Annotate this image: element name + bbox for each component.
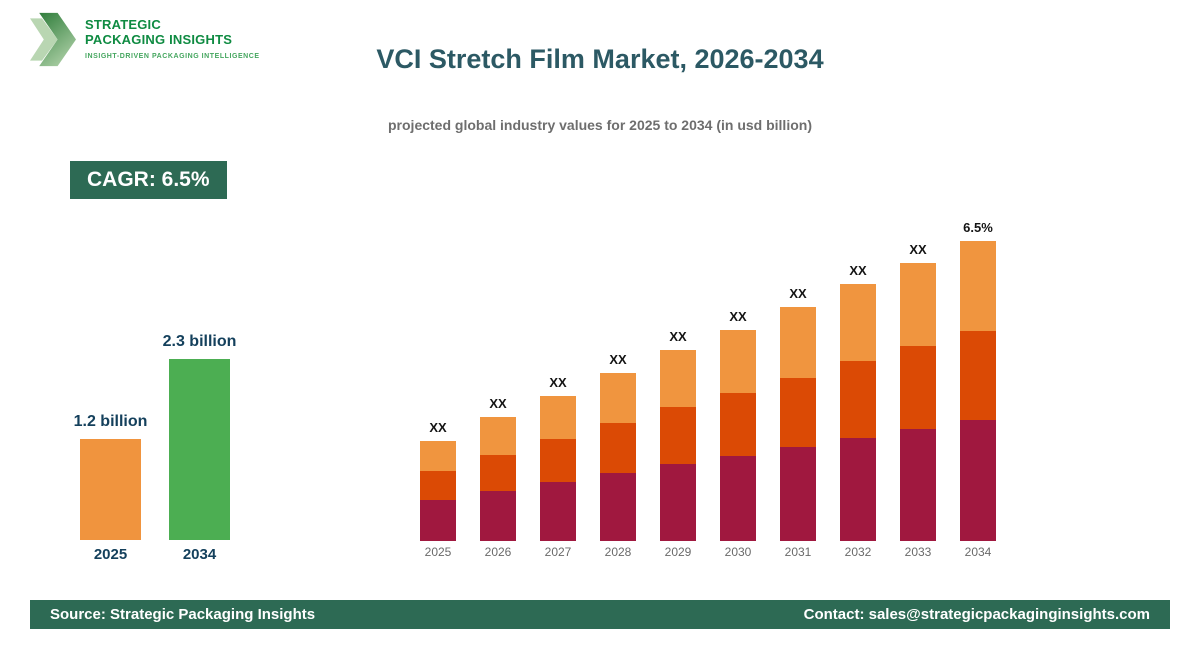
- stacked-bar-2028-segment-bottom: [600, 473, 636, 541]
- stacked-bar-2027-segment-bottom: [540, 482, 576, 541]
- stacked-bar-column-2027: XX 2027: [540, 375, 576, 559]
- page-subtitle: projected global industry values for 202…: [388, 117, 812, 133]
- stacked-bar-value-label-2031: XX: [789, 286, 807, 301]
- stacked-bar-column-2030: XX 2030: [720, 309, 756, 559]
- stacked-bar-year-label-2034: 2034: [964, 545, 992, 559]
- stacked-bar-column-2034: 6.5% 2034: [960, 220, 996, 559]
- mini-bar-2025: [80, 439, 141, 540]
- stacked-bar-2028-segment-top: [600, 373, 636, 423]
- footer-bar: Source: Strategic Packaging Insights Con…: [30, 600, 1170, 629]
- stacked-bar-year-label-2027: 2027: [544, 545, 572, 559]
- stacked-bar-column-2033: XX 2033: [900, 242, 936, 559]
- stacked-bar-2025-segment-top: [420, 441, 456, 471]
- stacked-bar-value-label-2029: XX: [669, 329, 687, 344]
- stacked-bar-2033-segment-top: [900, 263, 936, 346]
- stacked-bar-year-label-2033: 2033: [904, 545, 932, 559]
- stacked-bar-column-2026: XX 2026: [480, 396, 516, 559]
- stacked-bar-2030-segment-bottom: [720, 456, 756, 541]
- mini-bar-year-label-2034: 2034: [182, 546, 217, 563]
- mini-bar-column-2034: 2.3 billion 2034: [163, 333, 237, 564]
- logo-line-1: STRATEGIC: [85, 17, 161, 32]
- footer-source: Source: Strategic Packaging Insights: [50, 606, 316, 623]
- logo-chevron-icon: [30, 12, 76, 67]
- stacked-bar-year-label-2030: 2030: [724, 545, 752, 559]
- page-title: VCI Stretch Film Market, 2026-2034: [376, 44, 824, 74]
- stacked-bar-value-label-2025: XX: [429, 420, 447, 435]
- stacked-bar-2027-segment-middle: [540, 439, 576, 482]
- stacked-bar-2034-segment-bottom: [960, 420, 996, 541]
- stacked-bar-value-label-2033: XX: [909, 242, 927, 257]
- stacked-bar-2028-segment-middle: [600, 423, 636, 473]
- stacked-bar-2029-segment-middle: [660, 407, 696, 464]
- yearly-stacked-chart: XX 2025 XX 2026 XX 2027 XX 2028 XX 2029 XX 2030 XX 20…: [420, 220, 996, 559]
- stacked-bar-year-label-2028: 2028: [604, 545, 632, 559]
- logo-line-2: PACKAGING INSIGHTS: [85, 31, 233, 47]
- stacked-bar-value-label-2032: XX: [849, 263, 867, 278]
- stacked-bar-2032-segment-top: [840, 284, 876, 361]
- stacked-bar-year-label-2031: 2031: [784, 545, 812, 559]
- stacked-bar-column-2028: XX 2028: [600, 352, 636, 559]
- stacked-bar-column-2025: XX 2025: [420, 420, 456, 559]
- stacked-bar-2029-segment-top: [660, 350, 696, 407]
- stacked-bar-year-label-2026: 2026: [484, 545, 512, 559]
- stacked-bar-2034-segment-top: [960, 241, 996, 331]
- growth-summary-chart: 1.2 billion 2025 2.3 billion 2034: [74, 333, 237, 564]
- stacked-bar-2031-segment-top: [780, 307, 816, 378]
- mini-bar-value-label-2034: 2.3 billion: [162, 333, 237, 350]
- stacked-bar-2033-segment-bottom: [900, 429, 936, 541]
- stacked-bar-value-label-2028: XX: [609, 352, 627, 367]
- stacked-bar-2027-segment-top: [540, 396, 576, 439]
- stacked-bar-2026-segment-top: [480, 417, 516, 455]
- stacked-bar-2032-segment-middle: [840, 361, 876, 438]
- stacked-bar-2031-segment-bottom: [780, 447, 816, 541]
- stacked-bar-value-label-2034: 6.5%: [963, 220, 993, 235]
- stacked-bar-value-label-2026: XX: [489, 396, 507, 411]
- logo-tagline: INSIGHT-DRIVEN PACKAGING INTELLIGENCE: [85, 53, 260, 61]
- stacked-bar-column-2029: XX 2029: [660, 329, 696, 559]
- stacked-bar-2031-segment-middle: [780, 378, 816, 447]
- stacked-bar-column-2031: XX 2031: [780, 286, 816, 559]
- mini-bar-year-label-2025: 2025: [93, 546, 128, 563]
- stacked-bar-2026-segment-bottom: [480, 491, 516, 541]
- stacked-bar-2030-segment-middle: [720, 393, 756, 456]
- stacked-bar-value-label-2027: XX: [549, 375, 567, 390]
- stacked-bar-2025-segment-bottom: [420, 500, 456, 541]
- mini-bar-column-2025: 1.2 billion 2025: [74, 413, 148, 564]
- logo-text: STRATEGIC PACKAGING INSIGHTS INSIGHT-DRI…: [85, 17, 260, 61]
- cagr-badge: CAGR: 6.5%: [70, 161, 227, 199]
- stacked-bar-2032-segment-bottom: [840, 438, 876, 541]
- stacked-bar-value-label-2030: XX: [729, 309, 747, 324]
- footer-contact: Contact: sales@strategicpackaginginsight…: [803, 606, 1150, 623]
- stacked-bar-year-label-2025: 2025: [424, 545, 452, 559]
- stacked-bar-column-2032: XX 2032: [840, 263, 876, 559]
- mini-bar-value-label-2025: 1.2 billion: [73, 413, 148, 430]
- stacked-bar-2030-segment-top: [720, 330, 756, 393]
- stacked-bar-2033-segment-middle: [900, 346, 936, 429]
- stacked-bar-2029-segment-bottom: [660, 464, 696, 541]
- logo: STRATEGIC PACKAGING INSIGHTS INSIGHT-DRI…: [30, 11, 260, 68]
- stacked-bar-year-label-2029: 2029: [664, 545, 692, 559]
- stacked-bar-2025-segment-middle: [420, 471, 456, 500]
- stacked-bar-2026-segment-middle: [480, 455, 516, 491]
- stacked-bar-year-label-2032: 2032: [844, 545, 872, 559]
- mini-bar-2034: [169, 359, 230, 540]
- stacked-bar-2034-segment-middle: [960, 331, 996, 420]
